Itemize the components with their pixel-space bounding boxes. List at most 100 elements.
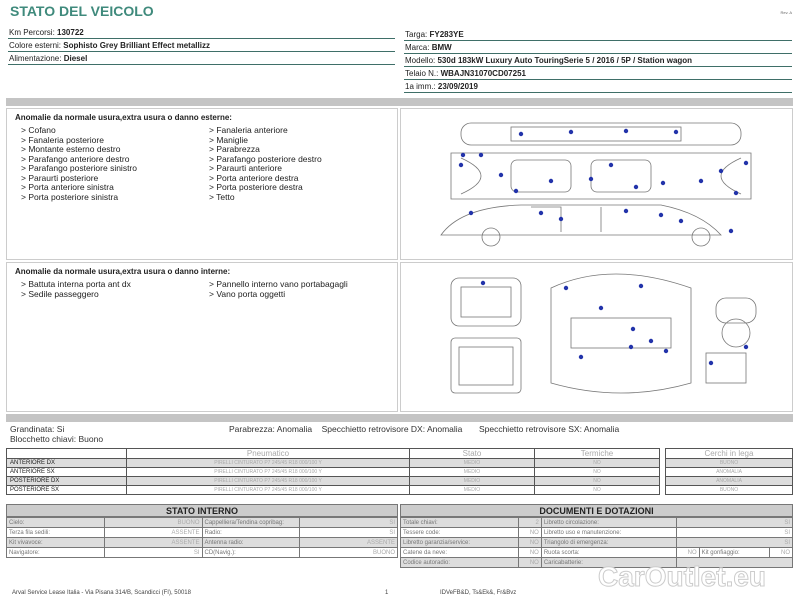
footer-address: Arval Service Lease Italia - Via Pisana … bbox=[12, 590, 191, 596]
damage-marker bbox=[588, 176, 594, 182]
field-value: NO bbox=[517, 527, 542, 538]
damage-item: > Porta anteriore sinistra bbox=[21, 182, 114, 192]
tyre-state: MEDIO bbox=[409, 467, 535, 477]
field-value: SI bbox=[299, 527, 398, 538]
documenti-section: DOCUMENTI E DOTAZIONI Totale chiavi: 2 Lib… bbox=[400, 504, 794, 568]
tyre-position: ANTERIORE DX bbox=[6, 458, 127, 468]
field-value bbox=[675, 557, 794, 568]
damage-item: > Maniglie bbox=[209, 134, 248, 145]
table-row: Catene da neve: NO Ruota scorta: NO Kit gonf… bbox=[400, 547, 793, 558]
damage-item: > Paraurti anteriore bbox=[209, 163, 282, 173]
field-value: 2 bbox=[517, 517, 542, 528]
info-row: 1a imm.: 23/09/2019 bbox=[404, 80, 792, 93]
field-value: NO bbox=[517, 547, 542, 558]
tyre-winter: NO bbox=[534, 485, 660, 495]
damage-marker bbox=[458, 162, 464, 168]
info-row: Marca: BMW bbox=[404, 41, 792, 54]
field-value: SI bbox=[675, 527, 794, 538]
table-row: Kit vivavoce: ASSENTE Antenna radio: ASSENT… bbox=[6, 537, 398, 548]
table-row: POSTERIORE DX PIRELLI CINTURATO P7 245/45… bbox=[6, 476, 660, 486]
info-row: Modello: 530d 183kW Luxury Auto TouringS… bbox=[404, 54, 792, 67]
damage-marker bbox=[623, 208, 629, 214]
damage-marker bbox=[678, 218, 684, 224]
table-row: POSTERIORE SX PIRELLI CINTURATO P7 245/45… bbox=[6, 485, 660, 495]
field-value: ASSENTE bbox=[103, 527, 203, 538]
table-row: Tessere code: NO Libretto uso e manutenzio… bbox=[400, 527, 794, 538]
checks-right: Parabrezza: Anomalia Specchietto retrovi… bbox=[229, 424, 620, 435]
field-value: SI bbox=[675, 517, 794, 528]
tyre-position: POSTERIORE DX bbox=[6, 476, 127, 486]
damage-item: > Fanaleria posteriore bbox=[21, 134, 104, 145]
tyre-model: PIRELLI CINTURATO P7 245/45 R18 000/100 … bbox=[126, 458, 410, 468]
damage-marker bbox=[478, 152, 484, 158]
tyre-model: PIRELLI CINTURATO P7 245/45 R18 000/100 … bbox=[126, 476, 410, 486]
damage-item: > Sedile passeggero bbox=[21, 288, 99, 299]
exterior-title: Anomalie da normale usura,extra usura o … bbox=[15, 113, 232, 122]
rim-state: ANOMALIA bbox=[665, 476, 793, 486]
interior-diagram bbox=[400, 262, 793, 412]
col-header: Stato bbox=[409, 448, 535, 459]
damage-item: > Montante esterno destro bbox=[21, 144, 121, 154]
rim-state: BUONO bbox=[665, 458, 793, 468]
field-label: Tessere code: bbox=[400, 527, 519, 538]
field-label: Totale chiavi: bbox=[400, 517, 519, 528]
damage-marker bbox=[608, 162, 614, 168]
damage-item: > Vano porta oggetti bbox=[209, 288, 286, 299]
damage-marker bbox=[558, 216, 564, 222]
info-label: Alimentazione: bbox=[9, 54, 62, 63]
hail-status: Grandinata: Si bbox=[10, 424, 65, 434]
field-value: ASSENTE bbox=[103, 537, 203, 548]
table-row: Codice autoradio: NO Caricabatterie: bbox=[400, 557, 794, 568]
info-row: Km Percorsi: 130722 bbox=[8, 26, 395, 39]
documenti-title: DOCUMENTI E DOTAZIONI bbox=[400, 504, 793, 517]
tyre-state: MEDIO bbox=[409, 458, 535, 468]
divider-bar bbox=[6, 98, 793, 106]
damage-marker bbox=[658, 212, 664, 218]
table-row: Navigatore: SI CD(Navig.): BUONO bbox=[6, 547, 398, 558]
info-label: Telaio N.: bbox=[405, 69, 439, 78]
damage-item: > Porta posteriore sinistra bbox=[21, 191, 119, 202]
field-label: Ruota scorta: bbox=[540, 547, 677, 558]
info-value: Diesel bbox=[63, 54, 88, 63]
info-label: Marca: bbox=[405, 43, 430, 52]
exterior-diagram bbox=[400, 108, 793, 260]
damage-item: > Pannello interno vano portabagagli bbox=[209, 279, 348, 289]
damage-marker bbox=[660, 180, 666, 186]
rim-state: ANOMALIA bbox=[665, 467, 793, 477]
damage-marker bbox=[460, 152, 466, 158]
footer-code: IDVeFB&D, Ts&Ek&, Fr&Bvz bbox=[440, 590, 517, 596]
field-label: Antenna radio: bbox=[201, 537, 301, 548]
table-row: BUONO bbox=[665, 458, 793, 468]
field-label: Kit vivavoce: bbox=[6, 537, 105, 548]
damage-marker bbox=[498, 172, 504, 178]
damage-marker bbox=[648, 338, 654, 344]
damage-marker bbox=[513, 188, 519, 194]
field-value: ASSENTE bbox=[299, 537, 398, 548]
stato-interno-section: STATO INTERNO Cielo: BUONO Cappelliera/Ten… bbox=[6, 504, 398, 558]
field-label: Libretto uso e manutenzione: bbox=[540, 527, 677, 538]
damage-item: > Fanaleria anteriore bbox=[209, 125, 288, 135]
exterior-list-2: > Fanaleria anteriore > Maniglie > Parabre… bbox=[209, 125, 397, 202]
info-value: 130722 bbox=[57, 28, 84, 37]
car-interior-diagram-icon bbox=[450, 273, 757, 394]
exterior-list-1: > Cofano > Fanaleria posteriore > Montante… bbox=[21, 125, 209, 202]
damage-marker bbox=[743, 344, 749, 350]
field-label: Terza fila sedili: bbox=[6, 527, 105, 538]
info-value: Sophisto Grey Brilliant Effect metallizz bbox=[63, 41, 210, 50]
damage-marker bbox=[538, 210, 544, 216]
table-row: BUONO bbox=[665, 485, 793, 495]
field-label: Radio: bbox=[201, 527, 301, 538]
damage-item: > Cofano bbox=[21, 125, 56, 135]
info-row: Alimentazione: Diesel bbox=[8, 52, 395, 65]
field-label: Navigatore: bbox=[6, 547, 105, 558]
info-row: Colore esterni: Sophisto Grey Brilliant … bbox=[8, 39, 395, 52]
field-label: CD(Navig.): bbox=[201, 547, 301, 558]
tyre-winter: NO bbox=[534, 476, 660, 486]
damage-item: > Parabrezza bbox=[209, 144, 260, 154]
damage-marker bbox=[633, 184, 639, 190]
damage-item: > Parafango posteriore sinistro bbox=[21, 163, 137, 173]
mirror-sx-status: Specchietto retrovisore SX: Anomalia bbox=[478, 424, 620, 434]
stato-interno-title: STATO INTERNO bbox=[6, 504, 398, 517]
info-value: 23/09/2019 bbox=[437, 82, 478, 91]
table-row: Totale chiavi: 2 Libretto circolazione: SI bbox=[400, 517, 794, 528]
